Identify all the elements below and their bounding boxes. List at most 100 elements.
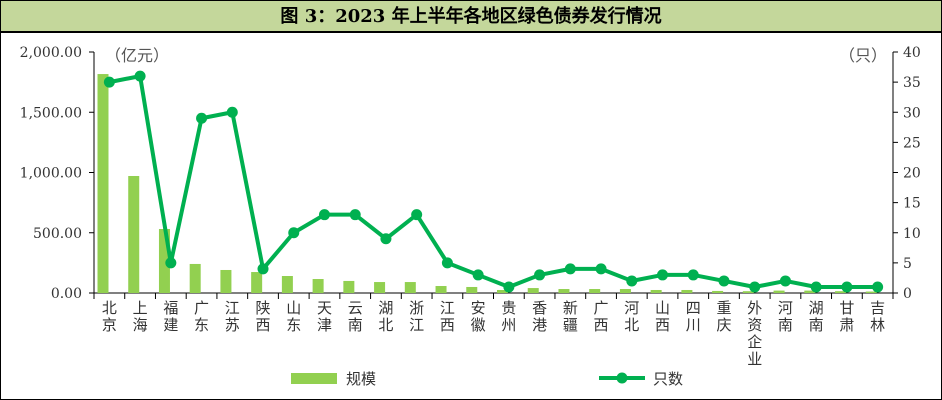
count-point-香港: [534, 269, 546, 281]
x-tick-label: 江西: [440, 299, 455, 334]
x-tick-label: 新疆: [563, 299, 578, 334]
count-point-甘肃: [841, 281, 853, 293]
count-point-贵州: [503, 281, 515, 293]
x-tick-label: 湖北: [378, 299, 393, 334]
right-tick-label: 20: [903, 166, 921, 182]
left-tick-label: 500.00: [33, 226, 82, 242]
count-point-河北: [626, 275, 638, 287]
count-point-江西: [441, 257, 453, 269]
count-point-安徽: [472, 269, 484, 281]
bar-福建: [158, 229, 170, 293]
count-point-重庆: [718, 275, 730, 287]
left-tick-label: 1,500.00: [20, 105, 82, 121]
count-point-湖南: [810, 281, 822, 293]
bar-山东: [281, 276, 293, 293]
left-unit-label: （亿元）: [105, 46, 169, 65]
bar-香港: [527, 288, 539, 293]
count-point-广东: [196, 112, 208, 124]
right-tick-label: 0: [903, 286, 912, 302]
x-tick-label: 北京: [102, 299, 117, 334]
bar-新疆: [558, 289, 570, 293]
bar-贵州: [497, 289, 508, 293]
bar-重庆: [712, 290, 724, 293]
right-tick-label: 5: [903, 256, 912, 272]
x-tick-label: 广东: [194, 299, 209, 334]
count-point-北京: [103, 76, 115, 88]
bar-上海: [128, 175, 140, 293]
x-tick-label: 河北: [624, 299, 639, 334]
right-unit-label: （只）: [839, 46, 887, 65]
bar-吉林: [865, 291, 877, 293]
x-tick-label: 福建: [163, 299, 178, 334]
x-tick-label: 香港: [532, 299, 547, 334]
x-tick-label: 江苏: [225, 299, 240, 334]
legend-line-marker: [616, 372, 628, 384]
x-tick-label: 浙江: [409, 299, 424, 334]
x-tick-label: 陕西: [256, 299, 271, 334]
bar-湖南: [804, 290, 816, 293]
bar-甘肃: [835, 291, 847, 293]
count-point-云南: [349, 209, 361, 221]
count-point-广西: [595, 263, 607, 275]
bar-河北: [619, 289, 631, 293]
bar-四川: [681, 289, 693, 293]
x-tick-label: 甘肃: [839, 299, 854, 334]
bar-广西: [589, 289, 601, 293]
bar-河南: [773, 290, 785, 293]
x-tick-label: 吉林: [870, 299, 885, 334]
right-tick-label: 15: [903, 196, 921, 212]
count-point-江苏: [226, 106, 238, 118]
chart-title: 图 3：2023 年上半年各地区绿色债券发行情况: [1, 1, 941, 33]
right-tick-label: 40: [903, 45, 921, 61]
count-point-湖北: [380, 233, 392, 245]
bar-北京: [97, 74, 109, 293]
count-point-福建: [165, 257, 177, 269]
legend-bar-label: 规模: [346, 370, 376, 388]
bar-江西: [435, 286, 447, 293]
bar-陕西: [251, 272, 263, 293]
x-tick-label: 山西: [655, 299, 670, 334]
count-point-陕西: [257, 263, 269, 275]
bar-安徽: [466, 286, 478, 293]
count-point-天津: [318, 209, 330, 221]
x-tick-label: 山东: [286, 299, 301, 334]
count-point-河南: [779, 275, 791, 287]
right-tick-label: 25: [903, 135, 921, 151]
right-tick-label: 10: [903, 226, 921, 242]
left-tick-label: 1,000.00: [20, 166, 82, 182]
x-tick-label: 天津: [317, 299, 332, 334]
right-tick-label: 35: [903, 75, 921, 91]
count-point-上海: [134, 70, 146, 82]
bar-外资企业: [742, 291, 754, 293]
bar-江苏: [220, 269, 232, 293]
x-tick-label: 广西: [594, 299, 609, 334]
bar-山西: [650, 289, 662, 293]
x-tick-label: 四川: [686, 299, 701, 334]
x-tick-label: 上海: [133, 299, 148, 334]
left-tick-label: 2,000.00: [20, 45, 82, 61]
x-tick-label: 安徽: [471, 299, 486, 334]
bar-天津: [312, 279, 324, 293]
x-tick-label: 河南: [778, 299, 793, 334]
x-tick-label: 贵州: [501, 299, 516, 334]
count-point-四川: [687, 269, 699, 281]
bar-广东: [189, 263, 201, 293]
bar-浙江: [404, 282, 416, 293]
count-point-吉林: [872, 281, 884, 293]
count-point-浙江: [411, 209, 423, 221]
count-point-山西: [657, 269, 669, 281]
x-tick-label: 湖南: [809, 299, 824, 334]
legend-line-label: 只数: [653, 370, 683, 388]
legend-bar-swatch: [291, 373, 337, 384]
x-tick-label: 云南: [348, 299, 363, 334]
bar-湖北: [374, 282, 386, 293]
count-point-山东: [288, 227, 300, 239]
right-tick-label: 30: [903, 105, 921, 121]
left-tick-label: 0.00: [51, 286, 82, 302]
count-point-外资企业: [749, 281, 761, 293]
bar-云南: [343, 280, 355, 293]
count-point-新疆: [564, 263, 576, 275]
x-tick-label: 外资企业: [747, 299, 762, 368]
